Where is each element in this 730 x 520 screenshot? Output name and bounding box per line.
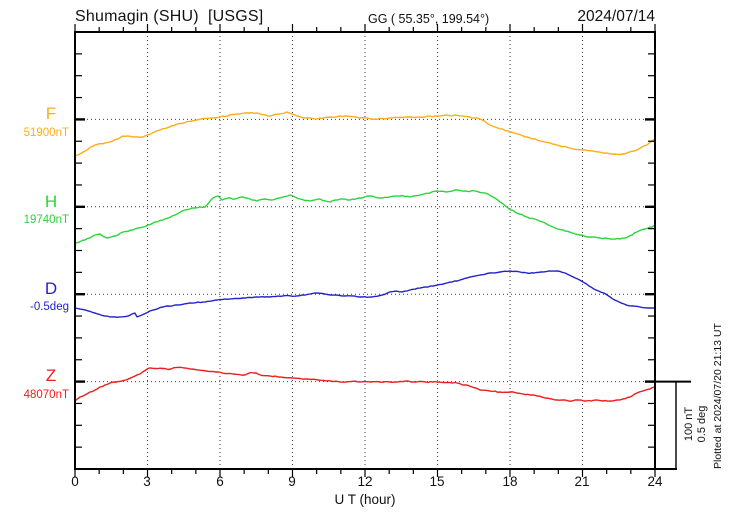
- x-axis-title: U T (hour): [334, 492, 396, 507]
- x-tick-label-21: 21: [574, 474, 590, 489]
- channel-baseline-Z: 48070nT: [23, 389, 69, 401]
- x-tick-label-24: 24: [647, 474, 663, 489]
- x-tick-label-9: 9: [288, 474, 296, 489]
- plot-frame: [74, 31, 656, 470]
- trace-Z: [74, 366, 656, 402]
- trace-D: [74, 270, 656, 318]
- channel-letter-D: D: [44, 279, 58, 298]
- channel-letter-H: H: [44, 192, 58, 211]
- channel-letter-F: F: [45, 104, 57, 123]
- x-tick-label-15: 15: [429, 474, 445, 489]
- trace-F: [74, 111, 656, 157]
- trace-H: [74, 189, 656, 244]
- x-tick-label-12: 12: [357, 474, 373, 489]
- scale-bar-nt: 100 nT: [683, 406, 695, 442]
- x-tick-label-3: 3: [143, 474, 151, 489]
- channel-baseline-H: 19740nT: [23, 214, 69, 226]
- channel-baseline-F: 51900nT: [23, 127, 69, 139]
- x-tick-label-18: 18: [502, 474, 518, 489]
- x-tick-label-0: 0: [71, 474, 79, 489]
- date-label: 2024/07/14: [577, 8, 655, 25]
- scale-bar-deg: 0.5 deg: [696, 405, 708, 443]
- geographic-coords-label: GG ( 55.35°, 199.54°): [368, 12, 490, 26]
- channel-baseline-D: -0.5deg: [29, 301, 69, 313]
- channel-letter-Z: Z: [45, 366, 57, 385]
- x-tick-label-6: 6: [216, 474, 224, 489]
- station-title: Shumagin (SHU) [USGS]: [75, 8, 264, 25]
- plotted-at-note: Plotted at 2024/07/20 21:13 UT: [712, 323, 724, 469]
